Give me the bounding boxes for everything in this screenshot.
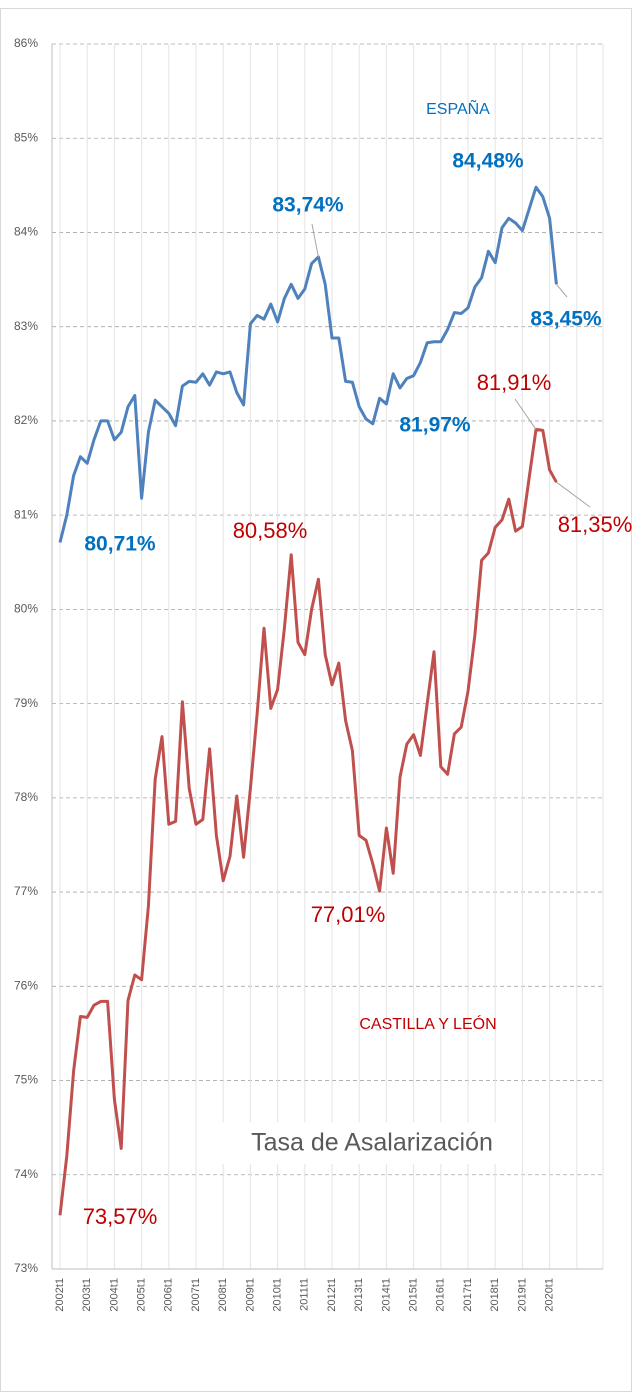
x-tick-label: 2014t1	[380, 1278, 392, 1312]
series-name: ESPAÑA	[426, 98, 490, 118]
data-label: 77,01%	[311, 902, 386, 927]
leader-line	[311, 223, 319, 258]
leader-line	[514, 398, 537, 430]
y-tick-label: 82%	[14, 413, 38, 427]
data-label: 84,48%	[452, 150, 524, 173]
x-tick-label: 2013t1	[353, 1278, 365, 1312]
leader-line	[556, 283, 568, 298]
data-label: 81,91%	[477, 370, 552, 395]
x-tick-label: 2019t1	[516, 1278, 528, 1312]
y-tick-label: 84%	[14, 225, 38, 239]
y-tick-label: 73%	[14, 1261, 38, 1275]
data-label: 73,57%	[83, 1204, 158, 1229]
y-tick-label: 86%	[14, 36, 38, 50]
data-label: 80,71%	[84, 533, 156, 556]
x-tick-label: 2016t1	[435, 1278, 447, 1312]
x-tick-label: 2009t1	[244, 1278, 256, 1312]
y-tick-label: 74%	[14, 1167, 38, 1181]
x-tick-label: 2018t1	[489, 1278, 501, 1312]
x-tick-label: 2005t1	[136, 1278, 148, 1312]
x-tick-label: 2017t1	[462, 1278, 474, 1312]
data-label: 80,58%	[233, 518, 308, 543]
y-tick-label: 83%	[14, 319, 38, 333]
x-tick-label: 2002t1	[54, 1278, 66, 1312]
y-tick-label: 85%	[14, 130, 38, 144]
x-tick-label: 2010t1	[272, 1278, 284, 1312]
x-tick-label: 2008t1	[217, 1278, 229, 1312]
x-tick-label: 2012t1	[326, 1278, 338, 1312]
title-box	[222, 1122, 522, 1164]
data-label: 81,35%	[558, 512, 633, 537]
y-tick-label: 77%	[14, 884, 38, 898]
series-name: CASTILLA Y LEÓN	[359, 1014, 496, 1033]
x-tick-label: 2004t1	[108, 1278, 120, 1312]
x-tick-label: 2007t1	[190, 1278, 202, 1312]
y-tick-label: 78%	[14, 790, 38, 804]
x-tick-label: 2003t1	[81, 1278, 93, 1312]
y-tick-label: 80%	[14, 602, 38, 616]
x-tick-label: 2020t1	[544, 1278, 556, 1312]
chart-title: Tasa de Asalarización	[251, 1129, 493, 1157]
leader-line	[556, 481, 591, 508]
data-label: 81,97%	[399, 414, 471, 437]
x-tick-label: 2015t1	[408, 1278, 420, 1312]
series-line	[58, 185, 558, 543]
x-tick-label: 2011t1	[299, 1278, 311, 1311]
y-tick-label: 75%	[14, 1073, 38, 1087]
x-tick-label: 2006t1	[163, 1278, 175, 1312]
series-line	[58, 427, 558, 1216]
y-tick-label: 79%	[14, 696, 38, 710]
data-label: 83,45%	[530, 308, 602, 331]
y-tick-label: 81%	[14, 507, 38, 521]
data-label: 83,74%	[272, 194, 344, 217]
y-tick-label: 76%	[14, 978, 38, 992]
